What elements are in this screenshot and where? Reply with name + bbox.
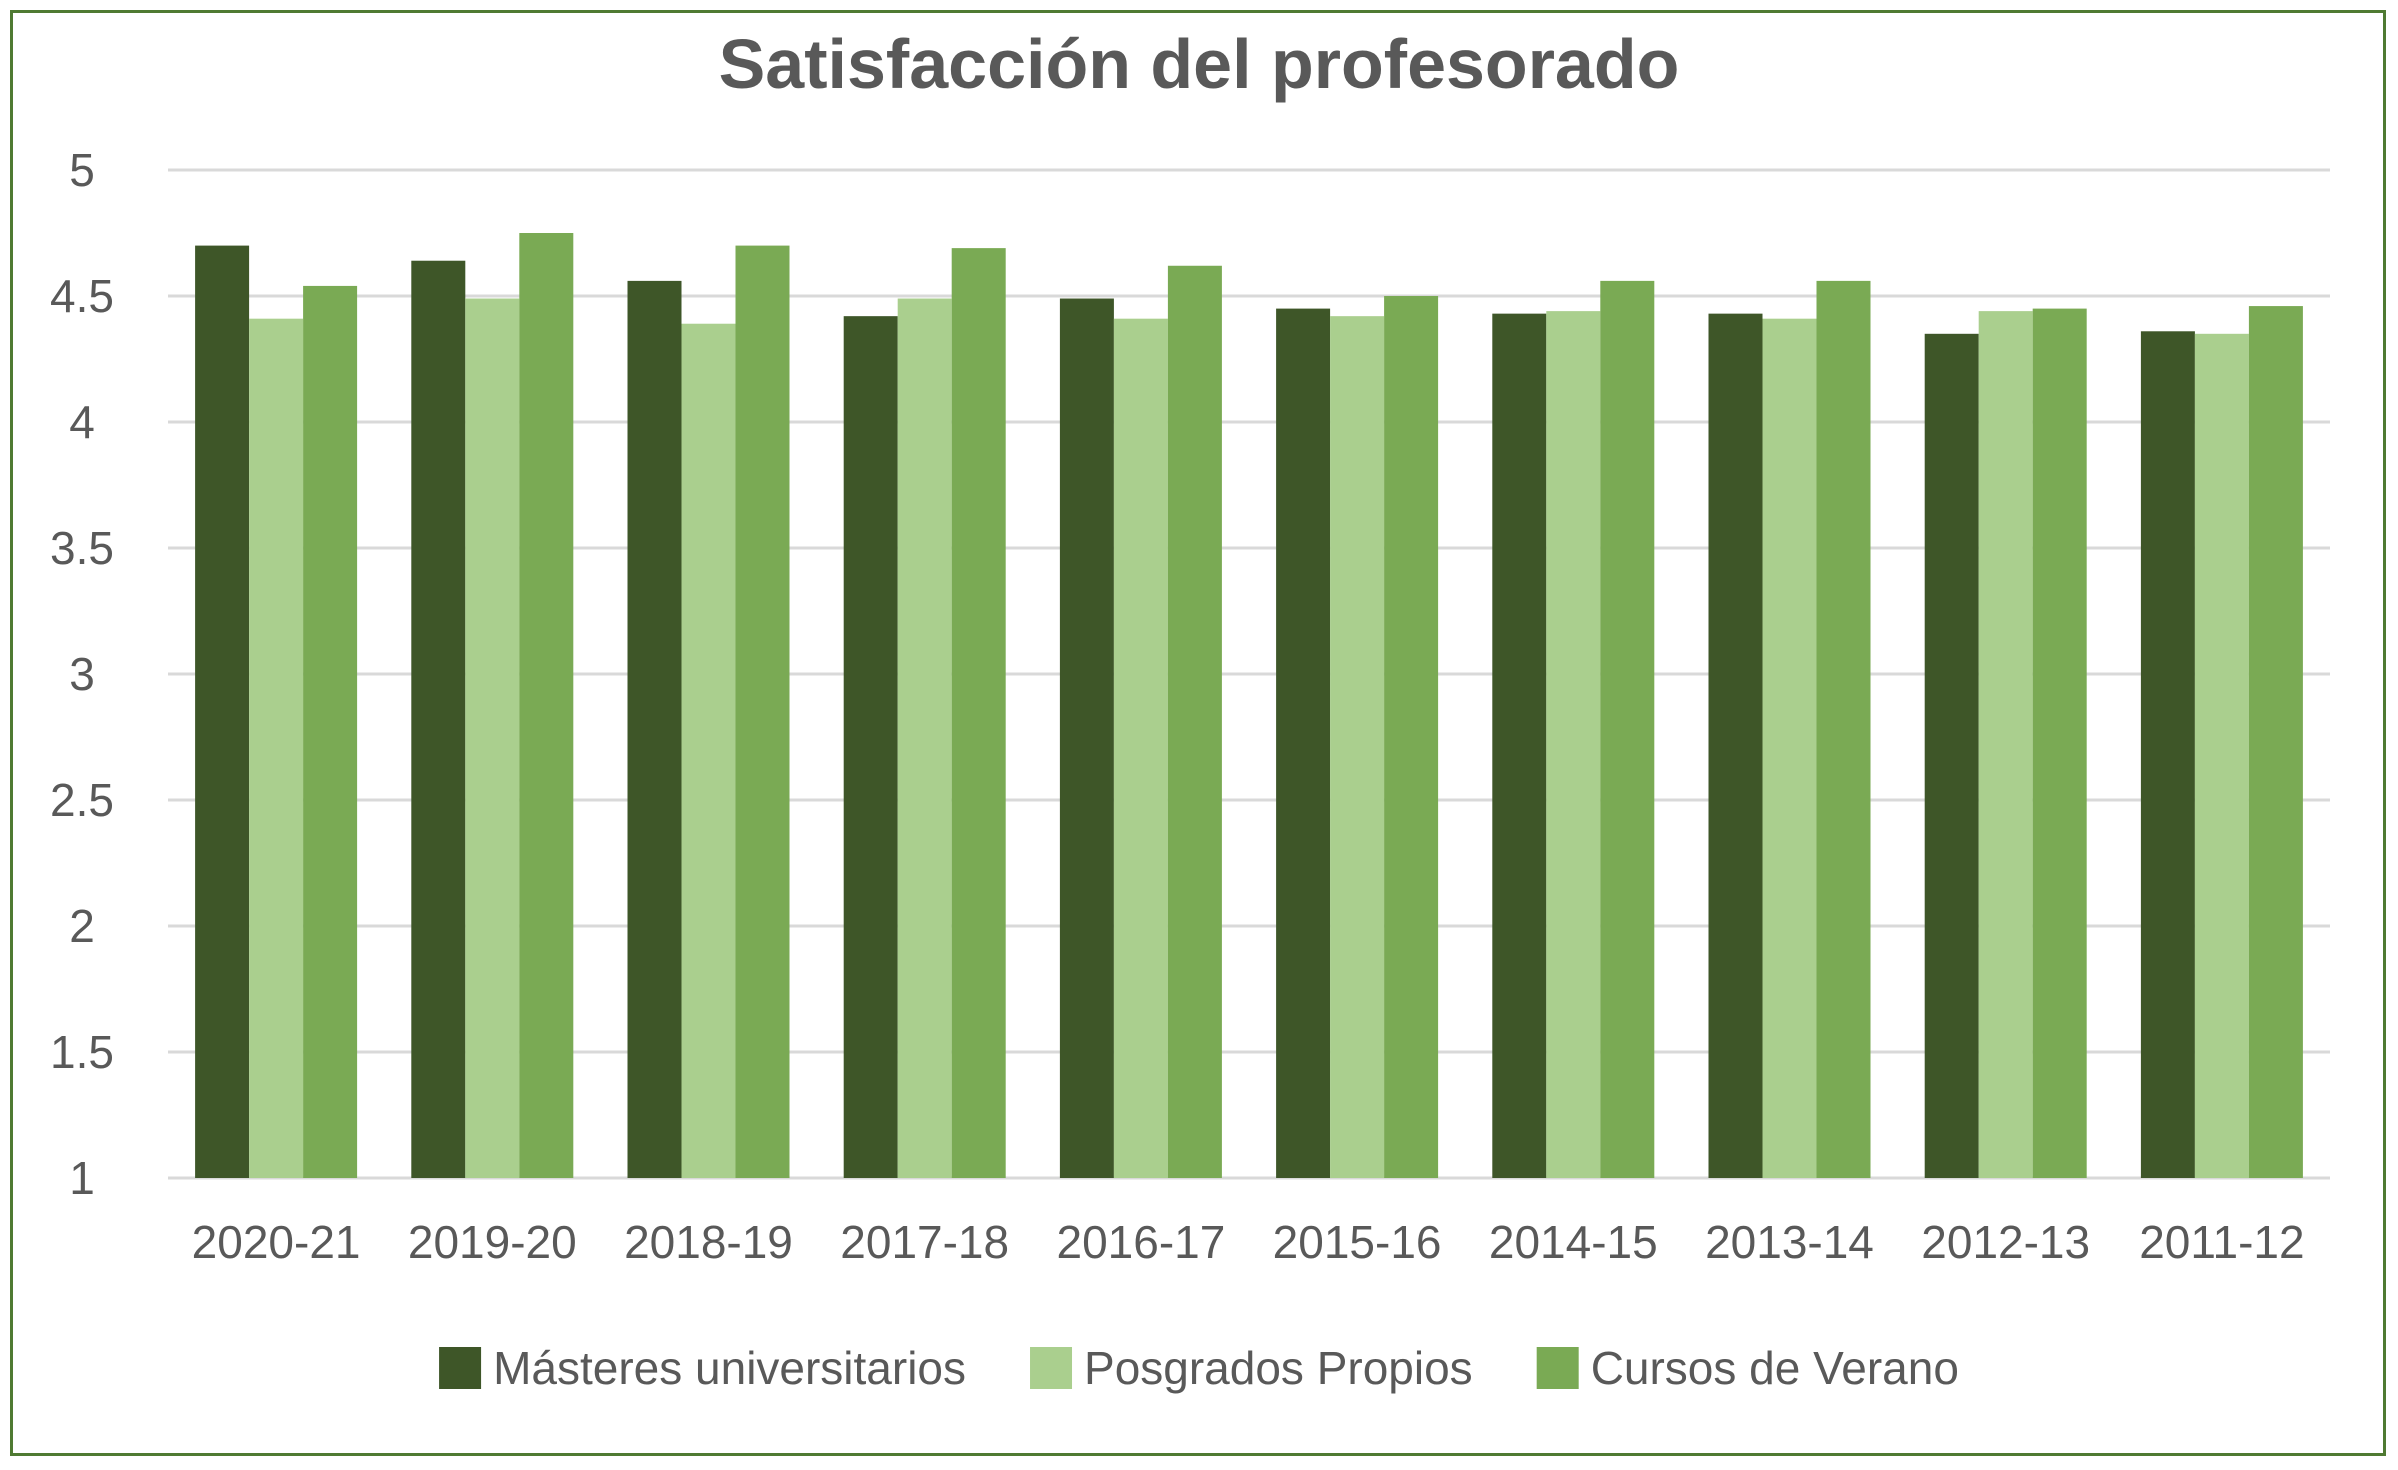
bar (1113, 318, 1168, 1178)
bar (1978, 311, 2033, 1178)
bar (1600, 280, 1655, 1178)
chart-title: Satisfacción del profesorado (719, 25, 1680, 103)
bar (1276, 308, 1331, 1179)
bar (519, 233, 574, 1178)
x-axis-ticks: 2020-21 2019-20 2018-19 2017-18 2016-17 2015-… (192, 1216, 2305, 1268)
bars (195, 233, 2303, 1179)
bar (681, 323, 736, 1179)
bar (195, 245, 250, 1179)
bar (1059, 298, 1114, 1178)
bar (2032, 308, 2087, 1179)
x-tick-label: 2016-17 (1056, 1216, 1225, 1268)
bar (1330, 316, 1385, 1178)
y-tick-label: 2.5 (50, 774, 114, 826)
legend-item: Másteres universitarios (439, 1342, 966, 1394)
x-tick-label: 2019-20 (408, 1216, 577, 1268)
legend-swatch (1030, 1347, 1073, 1389)
bar (1546, 311, 1601, 1178)
bar (2194, 333, 2249, 1178)
bar (897, 298, 952, 1178)
y-axis-ticks: 1 1.5 2 2.5 3 3.5 4 4.5 5 (50, 144, 114, 1204)
legend-label: Másteres universitarios (493, 1342, 966, 1394)
bar (465, 298, 520, 1178)
bar (1816, 280, 1871, 1178)
y-tick-label: 3 (69, 648, 95, 700)
x-tick-label: 2018-19 (624, 1216, 793, 1268)
y-tick-label: 1 (69, 1152, 95, 1204)
bar (627, 280, 682, 1178)
bar (1762, 318, 1817, 1178)
bar (951, 248, 1006, 1178)
y-tick-label: 4.5 (50, 270, 114, 322)
bar (303, 285, 358, 1178)
x-tick-label: 2013-14 (1705, 1216, 1874, 1268)
bar (1492, 313, 1547, 1178)
x-tick-label: 2017-18 (840, 1216, 1009, 1268)
legend-swatch (439, 1347, 482, 1389)
bar (1384, 296, 1439, 1178)
x-tick-label: 2011-12 (2139, 1216, 2304, 1268)
y-tick-label: 1.5 (50, 1026, 114, 1078)
legend: Másteres universitarios Posgrados Propios… (439, 1342, 1959, 1394)
legend-label: Posgrados Propios (1084, 1342, 1473, 1394)
y-tick-label: 2 (69, 900, 95, 952)
bar (2248, 306, 2303, 1179)
bar (735, 245, 790, 1179)
bar (843, 316, 898, 1178)
bar (249, 318, 304, 1178)
legend-item: Cursos de Verano (1536, 1342, 1959, 1394)
x-tick-label: 2012-13 (1921, 1216, 2090, 1268)
bar (411, 260, 466, 1179)
x-tick-label: 2015-16 (1273, 1216, 1442, 1268)
y-tick-label: 3.5 (50, 522, 114, 574)
legend-item: Posgrados Propios (1030, 1342, 1473, 1394)
y-tick-label: 4 (69, 396, 95, 448)
bar (1167, 265, 1222, 1178)
x-tick-label: 2014-15 (1489, 1216, 1658, 1268)
bar (2140, 331, 2195, 1178)
y-tick-label: 5 (69, 144, 95, 196)
legend-swatch (1536, 1347, 1579, 1389)
bar (1924, 333, 1979, 1178)
legend-label: Cursos de Verano (1591, 1342, 1959, 1394)
x-tick-label: 2020-21 (192, 1216, 361, 1268)
bar (1708, 313, 1763, 1178)
